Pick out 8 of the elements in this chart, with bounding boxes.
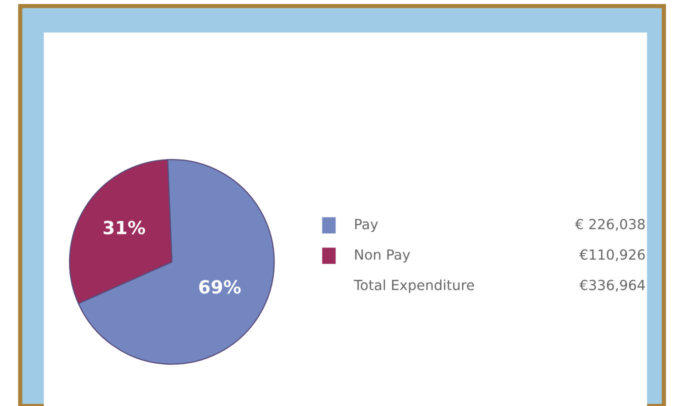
text: Total Expenditure	[354, 280, 474, 293]
text: €336,964	[579, 280, 645, 292]
text: €110,926	[579, 249, 645, 262]
data-label: 69%	[199, 280, 241, 294]
data-label: 31%	[104, 220, 146, 234]
legend-label: Pay	[355, 219, 378, 232]
legend-label: Non Pay	[355, 249, 410, 262]
text: € 226,038	[575, 218, 645, 231]
